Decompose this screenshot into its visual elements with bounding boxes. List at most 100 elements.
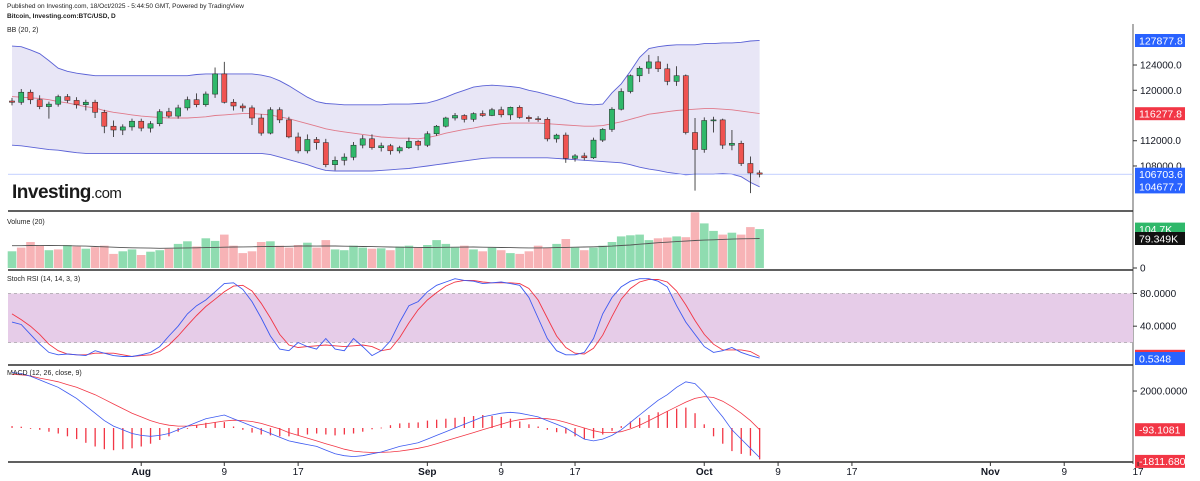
macd-histogram-bar <box>666 411 668 428</box>
macd-histogram-bar <box>159 428 161 440</box>
macd-signal-line <box>11 374 760 453</box>
volume-bar <box>580 250 589 268</box>
x-tick-label: Sep <box>418 467 436 478</box>
volume-bar <box>275 245 284 268</box>
candle-body <box>673 75 680 82</box>
candle-body <box>313 139 320 143</box>
macd-histogram-bar <box>11 426 13 428</box>
candle-body <box>562 134 569 159</box>
candle <box>415 140 421 151</box>
candle <box>526 115 532 122</box>
candle-body <box>184 99 191 109</box>
price-tag: 116277.8 <box>1135 107 1185 121</box>
volume-bar <box>155 250 164 268</box>
candle <box>489 107 495 117</box>
volume-bar <box>404 245 414 268</box>
price-tick-label: 124000.0 <box>1140 61 1182 72</box>
candle <box>599 128 606 143</box>
macd-histogram-bar <box>639 417 641 428</box>
candle-body <box>110 125 117 131</box>
macd-histogram-bar <box>66 428 69 437</box>
candle <box>304 134 311 154</box>
volume-bar <box>256 242 266 268</box>
volume-bar <box>653 238 663 268</box>
volume-bar <box>247 251 257 268</box>
candle <box>553 133 560 143</box>
candle-body <box>535 118 541 120</box>
investing-logo: Investing.com <box>12 182 122 204</box>
candle <box>313 136 320 150</box>
candle <box>119 124 126 136</box>
macd-histogram-bar <box>611 428 613 431</box>
volume-bar <box>164 248 174 268</box>
price-tag-label: 79.349K <box>1139 233 1178 245</box>
price-tag: 104677.7 <box>1135 180 1185 194</box>
candle <box>516 105 523 119</box>
volume-bar <box>506 253 515 268</box>
volume-bar <box>616 236 626 268</box>
candle-body <box>147 123 154 129</box>
candle <box>295 132 301 154</box>
macd-histogram-bar <box>657 412 659 428</box>
candle <box>27 89 34 105</box>
volume-bar <box>644 240 654 268</box>
x-tick-label: Aug <box>131 467 150 478</box>
candle-body <box>526 117 532 119</box>
volume-bar <box>7 251 17 268</box>
volume-bar <box>524 251 534 268</box>
candle-body <box>92 101 98 113</box>
candle-body <box>202 93 209 105</box>
macd-histogram-bar <box>436 419 438 428</box>
price-tag-bg <box>1135 423 1185 437</box>
volume-bar <box>183 241 192 268</box>
volume-bar <box>266 241 275 268</box>
volume-bar <box>736 234 746 268</box>
volume-bar <box>53 249 63 268</box>
volume-bar <box>423 245 432 268</box>
volume-bar <box>432 240 441 268</box>
candle-body <box>516 107 523 118</box>
candle <box>332 156 338 171</box>
logo-brand: Investing <box>12 182 91 203</box>
candle <box>452 112 458 121</box>
candle-body <box>350 144 357 158</box>
stoch-tick-label: 40.0000 <box>1140 322 1177 333</box>
price-tag-bg <box>1135 34 1185 47</box>
candle <box>92 99 98 119</box>
x-tick-label: 9 <box>222 467 228 478</box>
candle-body <box>387 145 394 152</box>
volume-bar <box>35 245 44 268</box>
candle-body <box>156 111 163 124</box>
macd-histogram-bar <box>712 428 715 437</box>
volume-bar <box>192 246 201 268</box>
macd-histogram-bar <box>94 428 96 447</box>
candle-body <box>599 129 606 141</box>
volume-panel-title: Volume (20) <box>7 219 45 226</box>
candle-body <box>719 119 726 146</box>
price-tag-label: 104677.7 <box>1139 182 1183 194</box>
macd-histogram-bar <box>343 428 345 435</box>
candle-body <box>710 119 717 122</box>
macd-histogram-bar <box>463 416 465 428</box>
candle <box>609 107 615 132</box>
volume-bar <box>413 247 423 268</box>
price-tag-bg <box>1135 454 1185 468</box>
candle <box>147 121 154 133</box>
volume-bar <box>718 234 727 268</box>
candle-body <box>55 96 62 105</box>
macd-histogram-bar <box>140 428 142 447</box>
volume-bar <box>220 234 229 268</box>
volume-bar <box>395 246 404 268</box>
macd-histogram-bar <box>537 426 539 428</box>
volume-bar <box>63 245 72 268</box>
candle <box>507 106 514 120</box>
macd-histogram-bar <box>214 422 216 428</box>
volume-bar <box>441 243 451 268</box>
price-tag-label: 116277.8 <box>1139 109 1182 121</box>
volume-bar <box>598 245 607 268</box>
candle-body <box>747 163 754 174</box>
volume-bar <box>589 247 598 268</box>
macd-histogram-bar <box>500 416 502 428</box>
candle <box>230 99 237 111</box>
volume-bar <box>284 247 294 268</box>
